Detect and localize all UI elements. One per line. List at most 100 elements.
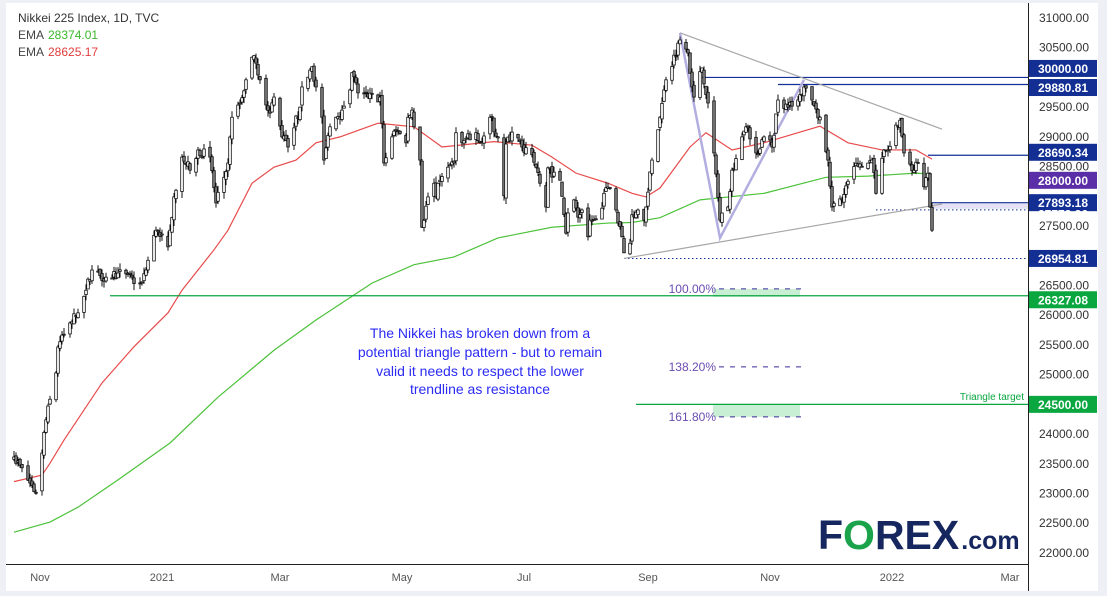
plot-area[interactable]: 100.00% 138.20% 161.80%: [12, 32, 1028, 533]
candle[interactable]: [662, 89, 666, 102]
candle[interactable]: [30, 480, 34, 486]
candle[interactable]: [266, 105, 270, 111]
candle[interactable]: [534, 163, 538, 168]
price-axis[interactable]: 31000.00 30500.00 29500.00 29000.00 28500.00…: [1039, 11, 1089, 560]
candle[interactable]: [104, 276, 108, 282]
candle[interactable]: [308, 69, 312, 80]
candle[interactable]: [684, 41, 688, 50]
candle[interactable]: [900, 117, 904, 137]
candle[interactable]: [84, 289, 88, 295]
candle[interactable]: [280, 125, 284, 138]
candle[interactable]: [482, 135, 486, 144]
candle[interactable]: [532, 152, 536, 163]
candle[interactable]: [758, 148, 762, 154]
candle[interactable]: [210, 156, 214, 172]
candle[interactable]: [242, 90, 246, 98]
candle[interactable]: [496, 136, 500, 139]
candle[interactable]: [154, 229, 158, 237]
candle[interactable]: [82, 295, 86, 313]
candle[interactable]: [550, 166, 554, 178]
candle[interactable]: [796, 99, 800, 107]
candle[interactable]: [538, 173, 542, 184]
candle[interactable]: [258, 76, 262, 81]
candle[interactable]: [740, 136, 744, 160]
candle[interactable]: [56, 346, 60, 374]
candle[interactable]: [40, 452, 44, 492]
candle[interactable]: [60, 334, 64, 342]
candle[interactable]: [768, 135, 772, 141]
candle[interactable]: [648, 171, 652, 191]
candle[interactable]: [324, 147, 328, 160]
candle[interactable]: [580, 209, 584, 213]
candle[interactable]: [660, 103, 664, 120]
candle[interactable]: [656, 129, 660, 162]
candle[interactable]: [846, 180, 850, 185]
candle[interactable]: [294, 115, 298, 127]
candle[interactable]: [384, 157, 388, 164]
candle[interactable]: [574, 199, 578, 209]
candle[interactable]: [852, 166, 856, 180]
candle[interactable]: [880, 157, 884, 194]
candle[interactable]: [804, 85, 808, 89]
candle[interactable]: [576, 207, 580, 218]
candle[interactable]: [100, 273, 104, 281]
candle[interactable]: [174, 189, 178, 200]
candle[interactable]: [802, 86, 806, 97]
candle[interactable]: [352, 71, 356, 78]
candle[interactable]: [278, 97, 282, 127]
candle[interactable]: [426, 196, 430, 205]
candle[interactable]: [646, 191, 650, 207]
candle[interactable]: [818, 116, 822, 121]
candle[interactable]: [882, 149, 886, 158]
candle[interactable]: [436, 182, 440, 200]
candle[interactable]: [44, 419, 48, 433]
candle[interactable]: [356, 83, 360, 94]
candle[interactable]: [914, 161, 918, 172]
candle[interactable]: [658, 116, 662, 128]
candle[interactable]: [814, 102, 818, 110]
candle[interactable]: [224, 171, 228, 180]
candle[interactable]: [754, 136, 758, 154]
candle[interactable]: [678, 39, 682, 45]
candle[interactable]: [686, 49, 690, 54]
candle[interactable]: [244, 79, 248, 90]
candle[interactable]: [188, 163, 192, 171]
candle[interactable]: [48, 398, 52, 405]
candle[interactable]: [516, 134, 520, 139]
candle[interactable]: [730, 169, 734, 192]
candle[interactable]: [790, 101, 794, 107]
candle[interactable]: [622, 238, 626, 254]
candle[interactable]: [866, 162, 870, 169]
candle[interactable]: [256, 64, 260, 76]
candle[interactable]: [716, 173, 720, 198]
candle[interactable]: [744, 126, 748, 133]
candle[interactable]: [446, 166, 450, 179]
candle[interactable]: [406, 116, 410, 142]
candle[interactable]: [58, 341, 62, 349]
candle[interactable]: [20, 463, 24, 469]
candle[interactable]: [786, 104, 790, 108]
candle[interactable]: [912, 169, 916, 173]
candle[interactable]: [140, 281, 144, 284]
candle[interactable]: [286, 138, 290, 148]
candle[interactable]: [908, 151, 912, 165]
candle[interactable]: [630, 214, 634, 242]
candle[interactable]: [460, 132, 464, 144]
candle[interactable]: [832, 202, 836, 207]
candle[interactable]: [844, 185, 848, 195]
candle[interactable]: [14, 455, 18, 464]
candle[interactable]: [468, 133, 472, 141]
candle[interactable]: [240, 97, 244, 103]
candle[interactable]: [690, 71, 694, 88]
candle[interactable]: [156, 230, 160, 232]
candle[interactable]: [18, 458, 22, 466]
candle[interactable]: [720, 212, 724, 223]
candle[interactable]: [128, 272, 132, 275]
candle[interactable]: [420, 160, 424, 228]
candle[interactable]: [412, 111, 416, 128]
candle[interactable]: [636, 209, 640, 216]
candle[interactable]: [368, 92, 372, 100]
candle[interactable]: [774, 113, 778, 134]
candle[interactable]: [228, 136, 232, 165]
